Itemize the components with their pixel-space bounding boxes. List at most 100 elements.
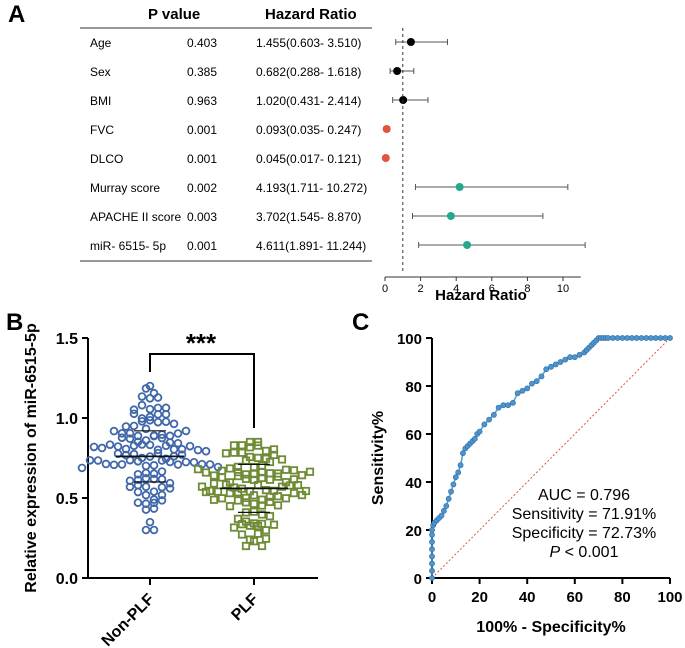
roc-point [624, 335, 631, 341]
dot-plf [237, 448, 247, 457]
dot-nonplf [145, 393, 155, 403]
dot-nonplf [185, 441, 195, 451]
forest-row-hr-text: 1.020(0.431- 2.414) [256, 94, 361, 108]
dot-nonplf [141, 525, 151, 535]
roc-y-tick-label: 40 [405, 475, 422, 492]
roc-point [648, 335, 654, 341]
roc-x-label: 100% - Specificity% [476, 619, 625, 636]
dot-nonplf [149, 525, 159, 535]
dot-plf [209, 479, 219, 488]
dot-nonplf [105, 440, 115, 449]
dot-nonplf [149, 504, 159, 513]
dot-nonplf [113, 442, 123, 451]
dot-nonplf [137, 392, 147, 401]
forest-point [463, 241, 472, 249]
roc-point [505, 402, 512, 409]
roc-reference-diagonal [431, 337, 671, 579]
roc-x-tick-label: 40 [519, 589, 536, 606]
dot-nonplf [129, 405, 139, 415]
dot-plf [237, 520, 247, 529]
dot-plf [209, 495, 219, 504]
dot-nonplf [101, 459, 111, 469]
dot-nonplf [93, 456, 103, 465]
dot-nonplf [153, 445, 163, 455]
dot-nonplf [173, 460, 183, 469]
roc-x-tick-label: 80 [614, 589, 631, 606]
roc-point [519, 387, 526, 394]
forest-point [446, 212, 455, 220]
forest-row-label: BMI [90, 94, 111, 108]
forest-x-ticks: 0 2 4 6 8 10 [382, 277, 569, 295]
roc-y-tick-label: 80 [405, 379, 422, 396]
dot-plf [221, 449, 231, 458]
dotplot-y-tick-label: 1.5 [56, 331, 78, 348]
dot-nonplf [145, 404, 155, 414]
roc-point [643, 335, 650, 341]
dot-nonplf [121, 422, 131, 431]
roc-point [429, 553, 435, 560]
forest-point [455, 183, 464, 191]
dot-nonplf [133, 456, 143, 466]
dot-nonplf [141, 384, 151, 393]
forest-row: DLCO 0.001 0.045(0.017- 0.121) [90, 152, 390, 166]
roc-point [457, 462, 464, 469]
dot-plf [289, 488, 299, 498]
dot-plf [297, 490, 307, 500]
dot-plf [213, 487, 223, 496]
forest-row-label: Sex [90, 65, 111, 79]
dot-nonplf [157, 474, 167, 484]
roc-point [450, 481, 457, 488]
panel-label-a: A [8, 1, 25, 28]
dot-plf [237, 530, 247, 539]
forest-row-hr-text: 0.045(0.017- 0.121) [256, 152, 361, 166]
dotplot-y-tick-label: 0.0 [56, 571, 78, 588]
forest-row-hr-text: 4.193(1.711- 10.272) [256, 181, 367, 195]
roc-point [455, 469, 462, 476]
forest-row-pvalue: 0.001 [187, 123, 217, 137]
roc-point [452, 474, 459, 481]
dot-nonplf [137, 400, 147, 410]
dot-nonplf [141, 468, 151, 478]
dotplot-category-plf: PLF [228, 591, 262, 625]
dot-nonplf [85, 455, 95, 465]
forest-row-pvalue: 0.001 [187, 239, 217, 253]
dot-plf [241, 474, 251, 483]
dot-nonplf [129, 441, 139, 451]
dot-nonplf [141, 505, 151, 514]
dot-plf [265, 497, 275, 507]
forest-row-pvalue: 0.385 [187, 65, 217, 79]
dot-nonplf [153, 410, 163, 419]
forest-header-pvalue: P value [148, 6, 200, 23]
roc-point [652, 335, 659, 341]
roc-sensitivity-annotation: Sensitivity = 71.91% [512, 506, 657, 523]
roc-point [662, 335, 669, 341]
dot-plf [277, 482, 287, 491]
dot-plf [217, 494, 227, 503]
dot-plf [201, 487, 211, 497]
dot-nonplf [141, 424, 151, 434]
dot-nonplf [145, 415, 155, 425]
roc-point [571, 354, 578, 361]
roc-point [638, 335, 645, 341]
dot-plf [249, 491, 259, 500]
dot-nonplf [189, 457, 199, 467]
dot-nonplf [141, 461, 151, 471]
forest-row: FVC 0.001 0.093(0.035- 0.247) [90, 123, 391, 137]
dot-plf [293, 480, 303, 490]
dot-plf [241, 470, 251, 479]
dot-plf [193, 465, 203, 474]
roc-point [557, 359, 564, 365]
panel-label-c: C [352, 309, 369, 336]
forest-row: Sex 0.385 0.682(0.288- 1.618) [90, 65, 415, 79]
roc-ticks: 00 20 20 40 40 60 60 80 80 100 100 [397, 331, 683, 606]
dot-nonplf [193, 445, 203, 455]
dot-plf [233, 462, 243, 471]
roc-point [667, 335, 673, 341]
roc-y-tick-label: 60 [405, 427, 422, 444]
forest-point [381, 154, 390, 162]
dot-plf [253, 453, 263, 463]
roc-point [429, 560, 435, 567]
dot-nonplf [117, 429, 127, 438]
dot-plf [229, 448, 239, 457]
dot-plf [225, 489, 235, 498]
